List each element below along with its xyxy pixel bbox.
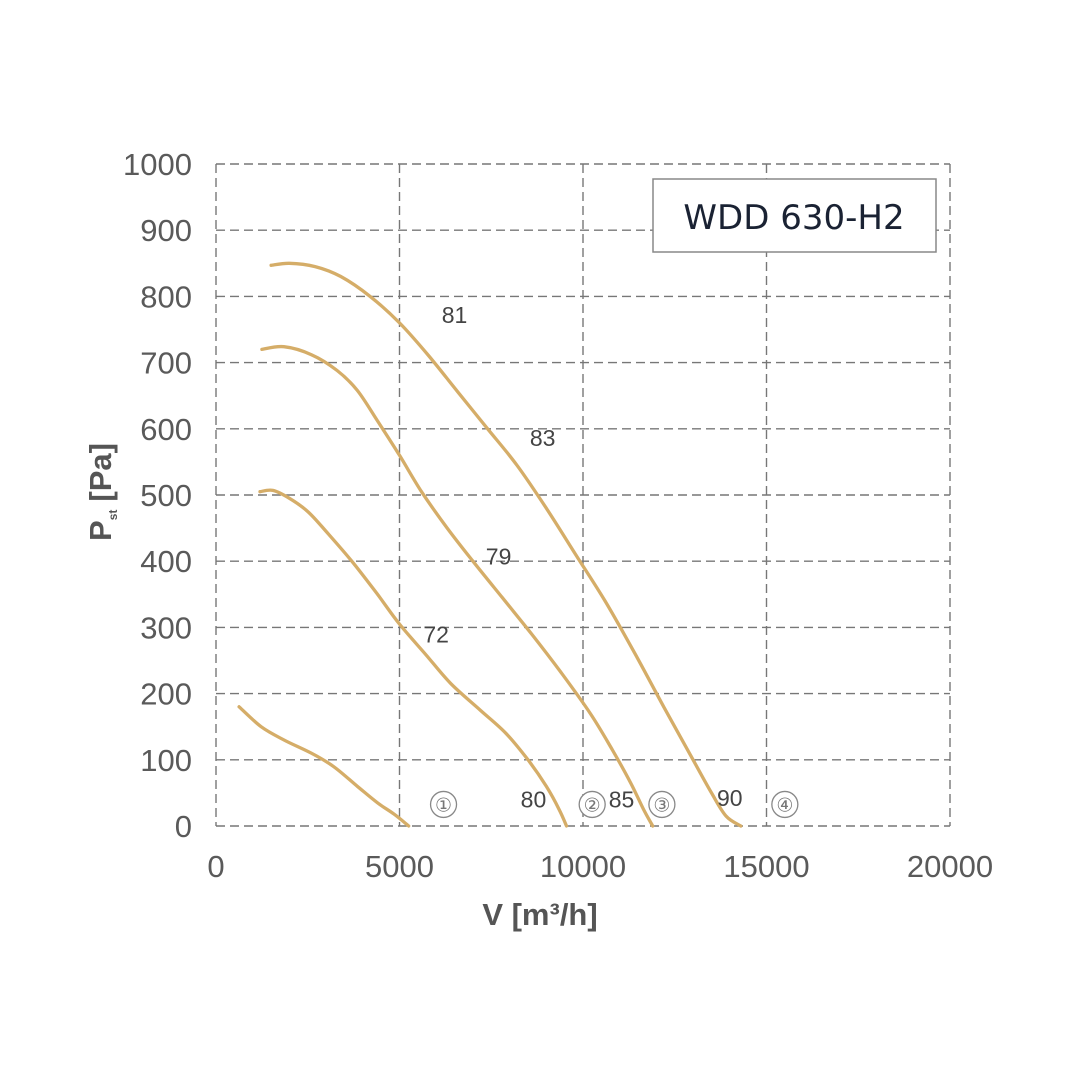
model-box: WDD 630-H2 [652,178,937,253]
x-tick-label: 20000 [907,849,993,884]
curve-1 [237,705,411,828]
curve-numbers: ① ② ③ ④ [429,790,799,819]
noise-level-label: 79 [486,544,512,570]
x-tick-label: 5000 [365,849,434,884]
y-tick-label: 900 [140,213,192,248]
y-tick-label: 600 [140,412,192,447]
y-axis-title: Pst [Pa] [83,443,120,541]
curve-number-label: ② [584,794,601,816]
noise-level-label: 85 [609,786,635,812]
y-tick-label: 500 [140,478,192,513]
x-axis-ticks: 0 5000 10000 15000 20000 [207,849,993,884]
curve-number-circle [578,790,606,819]
model-title: WDD 630-H2 [683,198,904,238]
y-tick-label: 1000 [123,147,192,182]
y-axis-title-text: Pst [Pa] [83,443,120,541]
curve-labels: 81 83 79 72 80 85 90 [423,302,742,813]
curve-number-label: ④ [776,794,793,816]
y-tick-label: 200 [140,677,192,712]
noise-level-label: 83 [530,425,556,451]
noise-level-label: 90 [717,785,743,811]
noise-level-label: 81 [442,302,468,328]
x-tick-label: 15000 [723,849,809,884]
curve-number-circle [771,790,799,819]
y-tick-label: 800 [140,279,192,314]
curve-4 [269,261,743,828]
grid [215,163,951,827]
y-tick-label: 300 [140,610,192,645]
x-axis-title: V [m³/h] [482,897,597,932]
curve-number-circle [648,790,676,819]
noise-level-label: 72 [423,622,449,648]
y-axis-symbol: P [83,520,118,541]
x-tick-label: 10000 [540,849,626,884]
y-tick-label: 400 [140,544,192,579]
y-axis-ticks: 0 100 200 300 400 500 600 700 800 900 1000 [123,147,192,844]
curve-number-circle [429,790,458,819]
curve-number-label: ③ [653,794,670,816]
curve-number-label: ① [435,794,452,816]
y-axis-subscript: st [106,510,120,521]
model-box-frame [652,178,937,253]
curve-2 [258,488,569,828]
x-tick-label: 0 [207,849,224,884]
curves [237,261,743,828]
y-tick-label: 700 [140,346,192,381]
y-tick-label: 0 [175,809,192,844]
curve-3 [260,344,655,828]
noise-level-label: 80 [521,786,547,812]
y-axis-unit: [Pa] [83,443,118,502]
y-tick-label: 100 [140,743,192,778]
